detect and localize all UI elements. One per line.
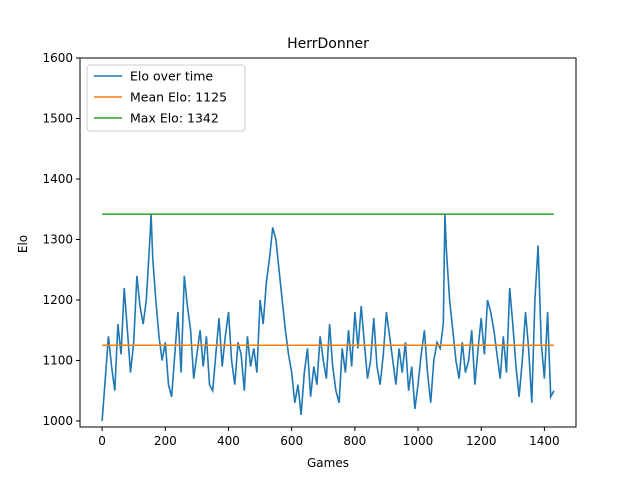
x-tick-label: 800 [343, 434, 366, 448]
legend: Elo over time Mean Elo: 1125 Max Elo: 1342 [86, 64, 246, 132]
y-axis-label: Elo [16, 235, 30, 253]
y-axis: 1000 1100 1200 1300 1400 1500 1600 [42, 51, 80, 428]
y-tick-label: 1000 [42, 414, 73, 428]
series-line-elo [101, 214, 555, 422]
x-tick-label: 1000 [403, 434, 434, 448]
x-axis-label: Games [307, 456, 349, 470]
x-tick-label: 200 [154, 434, 177, 448]
x-tick-label: 1200 [466, 434, 497, 448]
x-axis: 0 200 400 600 800 1000 1200 1400 [98, 427, 560, 448]
y-tick-label: 1200 [42, 293, 73, 307]
y-tick-label: 1300 [42, 232, 73, 246]
legend-label-elo: Elo over time [130, 69, 213, 84]
x-tick-label: 400 [217, 434, 240, 448]
legend-box [86, 64, 246, 132]
plot-area [79, 57, 577, 428]
y-tick-label: 1400 [42, 172, 73, 186]
y-tick-label: 1600 [42, 51, 73, 65]
x-tick-label: 0 [98, 434, 106, 448]
y-tick-label: 1500 [42, 111, 73, 125]
x-tick-label: 1400 [529, 434, 560, 448]
legend-label-max: Max Elo: 1342 [130, 111, 219, 126]
chart-title: HerrDonner [287, 36, 369, 52]
x-tick-label: 600 [280, 434, 303, 448]
y-tick-label: 1100 [42, 353, 73, 367]
plot-frame [79, 57, 577, 428]
legend-label-mean: Mean Elo: 1125 [130, 90, 227, 105]
